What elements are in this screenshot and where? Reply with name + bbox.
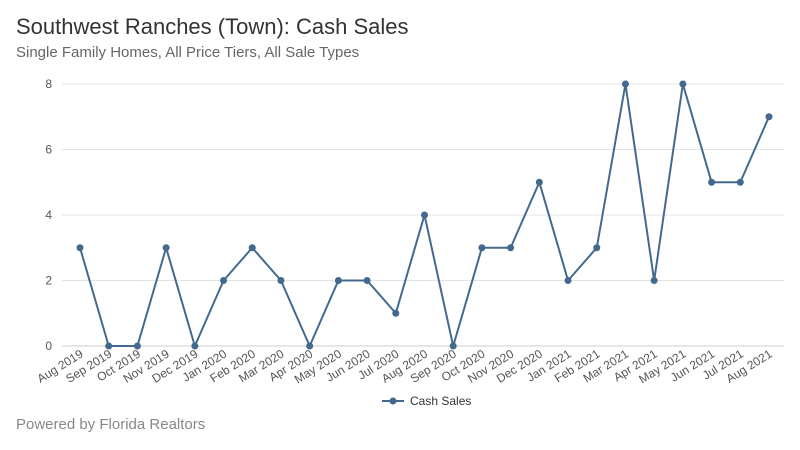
data-point[interactable] bbox=[593, 244, 601, 252]
y-tick-label: 8 bbox=[45, 77, 52, 91]
data-point[interactable] bbox=[736, 178, 744, 186]
data-point[interactable] bbox=[478, 244, 486, 252]
data-point[interactable] bbox=[621, 80, 629, 88]
data-point[interactable] bbox=[162, 244, 170, 252]
data-point[interactable] bbox=[708, 178, 716, 186]
data-point[interactable] bbox=[765, 113, 773, 121]
data-point[interactable] bbox=[191, 342, 199, 350]
series-cash-sales bbox=[76, 80, 773, 350]
y-axis-ticks: 0 2 4 6 8 bbox=[45, 77, 52, 353]
data-point[interactable] bbox=[105, 342, 113, 350]
data-point[interactable] bbox=[564, 277, 572, 284]
y-tick-label: 0 bbox=[45, 339, 52, 353]
data-point[interactable] bbox=[392, 309, 400, 317]
data-point[interactable] bbox=[507, 244, 515, 252]
legend-swatch-marker bbox=[389, 397, 397, 405]
legend-label-cash-sales: Cash Sales bbox=[410, 394, 471, 408]
chart-title: Southwest Ranches (Town): Cash Sales bbox=[16, 14, 409, 39]
data-point[interactable] bbox=[449, 342, 457, 350]
data-point[interactable] bbox=[650, 277, 658, 284]
gridlines bbox=[62, 83, 784, 347]
data-point[interactable] bbox=[248, 244, 256, 252]
data-point[interactable] bbox=[363, 277, 371, 284]
y-tick-label: 6 bbox=[45, 143, 52, 157]
data-point[interactable] bbox=[220, 277, 228, 284]
powered-by-footer: Powered by Florida Realtors bbox=[16, 416, 206, 433]
data-point[interactable] bbox=[535, 178, 543, 186]
data-point[interactable] bbox=[421, 211, 428, 219]
y-tick-label: 2 bbox=[45, 274, 52, 288]
data-point[interactable] bbox=[133, 342, 141, 350]
y-tick-label: 4 bbox=[45, 208, 52, 222]
data-point[interactable] bbox=[334, 277, 342, 284]
data-point[interactable] bbox=[679, 80, 687, 88]
data-point[interactable] bbox=[76, 244, 84, 252]
legend[interactable]: Cash Sales bbox=[382, 394, 471, 408]
chart-subtitle: Single Family Homes, All Price Tiers, Al… bbox=[16, 44, 360, 61]
data-point[interactable] bbox=[306, 342, 314, 350]
data-point[interactable] bbox=[277, 277, 285, 284]
